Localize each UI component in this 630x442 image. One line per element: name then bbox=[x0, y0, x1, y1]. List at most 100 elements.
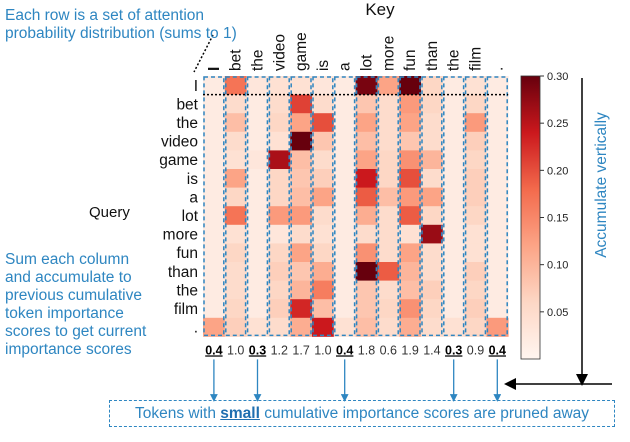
heatmap-cell-1-5 bbox=[312, 94, 335, 114]
query-token-label: a bbox=[189, 189, 198, 206]
heatmap-cell-4-12 bbox=[464, 150, 487, 170]
heatmap-cell-8-0 bbox=[203, 224, 226, 244]
column-highlight-box bbox=[334, 76, 356, 337]
heatmap-cell-2-12 bbox=[464, 113, 487, 133]
heatmap-cell-0-13 bbox=[486, 76, 509, 95]
heatmap-cell-2-0 bbox=[203, 113, 226, 133]
heatmap-cell-11-9 bbox=[399, 280, 422, 300]
heatmap-cell-7-3 bbox=[268, 206, 291, 226]
key-token-label: . bbox=[489, 67, 506, 71]
colorbar-gradient bbox=[520, 75, 541, 360]
query-token-label: . bbox=[194, 320, 198, 337]
heatmap-cell-13-10 bbox=[421, 317, 444, 337]
column-score: 1.2 bbox=[271, 343, 288, 357]
heatmap-cell-0-1 bbox=[224, 76, 247, 95]
heatmap-cell-2-13 bbox=[486, 113, 509, 133]
heatmap-cell-13-7 bbox=[355, 317, 378, 337]
heatmap-cell-1-6 bbox=[333, 94, 356, 114]
heatmap-cell-9-9 bbox=[399, 243, 422, 263]
heatmap-cell-7-0 bbox=[203, 206, 226, 226]
heatmap-cell-5-12 bbox=[464, 169, 487, 188]
heatmap-cell-4-4 bbox=[290, 150, 313, 170]
heatmap-cell-3-1 bbox=[224, 131, 247, 151]
column-highlight-box bbox=[377, 76, 399, 337]
heatmap-cell-6-0 bbox=[203, 187, 226, 207]
heatmap-cell-3-3 bbox=[268, 131, 291, 151]
heatmap-cell-8-8 bbox=[377, 224, 400, 244]
heatmap-cell-2-4 bbox=[290, 113, 313, 133]
colorbar-tick-label: 0.30 bbox=[547, 71, 568, 83]
heatmap-cell-8-13 bbox=[486, 224, 509, 244]
heatmap-cell-12-12 bbox=[464, 299, 487, 319]
heatmap-cell-5-3 bbox=[268, 169, 291, 188]
heatmap-cell-11-12 bbox=[464, 280, 487, 300]
heatmap-cell-8-6 bbox=[333, 224, 356, 244]
heatmap-cell-11-8 bbox=[377, 280, 400, 300]
heatmap-cell-12-10 bbox=[421, 299, 444, 319]
column-highlight-box bbox=[203, 76, 225, 337]
heatmap-cell-3-7 bbox=[355, 131, 378, 151]
row-distribution-annotation: Each row is a set of attention probabili… bbox=[5, 7, 237, 42]
key-token-label: fun bbox=[402, 49, 419, 71]
heatmap-cell-8-4 bbox=[290, 224, 313, 244]
heatmap-cell-4-0 bbox=[203, 150, 226, 170]
heatmap-cell-7-2 bbox=[246, 206, 269, 226]
heatmap-cell-6-7 bbox=[355, 187, 378, 207]
heatmap-cell-4-11 bbox=[442, 150, 465, 170]
pruning-note-emphasis: small bbox=[220, 404, 260, 422]
heatmap-cell-10-8 bbox=[377, 262, 400, 281]
pruning-note-suffix: cumulative importance scores are pruned … bbox=[259, 404, 590, 422]
column-score-labels: 0.4 1.0 0.3 1.2 1.7 1.0 0.4 1.8 0.6 1.9 1.4 0.3 0.9 0… bbox=[205, 343, 506, 357]
heatmap-cell-11-3 bbox=[268, 280, 291, 300]
heatmap-cell-12-8 bbox=[377, 299, 400, 319]
heatmap-cell-12-0 bbox=[203, 299, 226, 319]
query-token-label: film bbox=[174, 301, 198, 318]
column-score: 1.0 bbox=[227, 343, 244, 357]
heatmap-cell-0-5 bbox=[312, 76, 335, 95]
heatmap-cell-6-12 bbox=[464, 187, 487, 207]
heatmap-cell-5-5 bbox=[312, 169, 335, 188]
key-token-label: a bbox=[337, 62, 354, 71]
key-token-label: video bbox=[271, 34, 288, 71]
heatmap-cell-12-7 bbox=[355, 299, 378, 319]
heatmap-cell-2-9 bbox=[399, 113, 422, 133]
column-score: 0.3 bbox=[445, 343, 462, 357]
annotation-arrows bbox=[193, 34, 612, 402]
heatmap-cell-8-1 bbox=[224, 224, 247, 244]
heatmap-cell-1-10 bbox=[421, 94, 444, 114]
heatmap-cell-7-8 bbox=[377, 206, 400, 226]
heatmap-cell-6-1 bbox=[224, 187, 247, 207]
column-highlight-box bbox=[486, 76, 508, 337]
heatmap-cell-11-7 bbox=[355, 280, 378, 300]
heatmap-cell-1-13 bbox=[486, 94, 509, 114]
heatmap-cell-2-11 bbox=[442, 113, 465, 133]
heatmap-cell-9-0 bbox=[203, 243, 226, 263]
colorbar-tick-label: 0.15 bbox=[547, 213, 568, 225]
heatmap-cell-13-12 bbox=[464, 317, 487, 337]
heatmap-cell-4-3 bbox=[268, 150, 291, 170]
key-axis-title: Key bbox=[365, 0, 395, 19]
heatmap-cell-8-9 bbox=[399, 224, 422, 244]
column-score: 0.4 bbox=[489, 343, 506, 357]
key-token-label: lot bbox=[359, 54, 376, 71]
heatmap-cell-9-1 bbox=[224, 243, 247, 263]
heatmap-cell-5-6 bbox=[333, 169, 356, 188]
heatmap-cell-6-8 bbox=[377, 187, 400, 207]
heatmap-cell-11-13 bbox=[486, 280, 509, 300]
pruning-note: Tokens with small cumulative importance … bbox=[109, 400, 615, 427]
heatmap-cell-1-8 bbox=[377, 94, 400, 114]
colorbar-tick-label: 0.25 bbox=[547, 118, 568, 130]
heatmap-cell-4-6 bbox=[333, 150, 356, 170]
heatmap-cell-9-2 bbox=[246, 243, 269, 263]
heatmap-cell-12-4 bbox=[290, 299, 313, 319]
colorbar-tick-label: 0.20 bbox=[547, 165, 568, 177]
heatmap-cell-13-2 bbox=[246, 317, 269, 337]
heatmap-cell-2-1 bbox=[224, 113, 247, 133]
heatmap-cell-7-11 bbox=[442, 206, 465, 226]
heatmap-cell-13-13 bbox=[486, 317, 509, 337]
heatmap-cell-0-3 bbox=[268, 76, 291, 95]
heatmap-cell-12-6 bbox=[333, 299, 356, 319]
heatmap-cell-11-6 bbox=[333, 280, 356, 300]
